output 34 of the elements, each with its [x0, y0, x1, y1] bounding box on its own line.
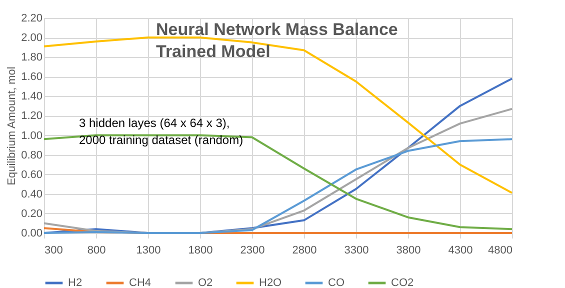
x-tick-label: 2800: [292, 244, 317, 256]
text: Neural Network Mass Balance: [156, 20, 398, 39]
x-tick-label: 1800: [188, 244, 213, 256]
x-tick-label: 800: [87, 244, 106, 256]
y-tick-label: 1.20: [21, 110, 42, 122]
y-tick-label: 2.00: [21, 32, 42, 44]
y-tick-label: 0.00: [21, 228, 42, 240]
y-tick-label: 0.20: [21, 208, 42, 220]
y-tick-label: 0.80: [21, 149, 42, 162]
y-tick-label: 1.80: [21, 52, 42, 64]
y-tick-label: 1.40: [21, 90, 42, 103]
legend-label: H2O: [259, 277, 282, 288]
y-tick-label: 0.40: [21, 188, 42, 200]
y-axis-title: Equilibrium Amount, mol: [6, 66, 18, 186]
y-tick-label: 0.60: [21, 168, 42, 181]
legend-label: O2: [198, 277, 213, 288]
x-tick-label: 3800: [396, 244, 421, 256]
legend-label: H2: [68, 277, 82, 288]
text: Trained Model: [156, 42, 270, 61]
line-series: [43, 36, 513, 194]
x-tick-label: 3300: [344, 244, 369, 256]
x-tick-label: 2300: [240, 244, 265, 256]
x-tick-label: 4800: [488, 244, 512, 256]
annotation: 3 hidden layes (64 x 64 x 3),: [79, 116, 230, 130]
x-tick-label: 4300: [448, 244, 473, 256]
legend-label: CO: [328, 277, 345, 288]
y-tick-label: 1.60: [21, 71, 42, 84]
legend-label: CH4: [129, 277, 152, 288]
legend-label: CO2: [391, 277, 414, 288]
y-tick-label: 1.00: [21, 130, 42, 142]
y-tick-label: 2.20: [21, 12, 42, 24]
x-tick-label: 1300: [136, 244, 161, 256]
x-tick-label: 300: [44, 244, 63, 256]
annotation: 2000 training dataset (random): [79, 133, 244, 147]
